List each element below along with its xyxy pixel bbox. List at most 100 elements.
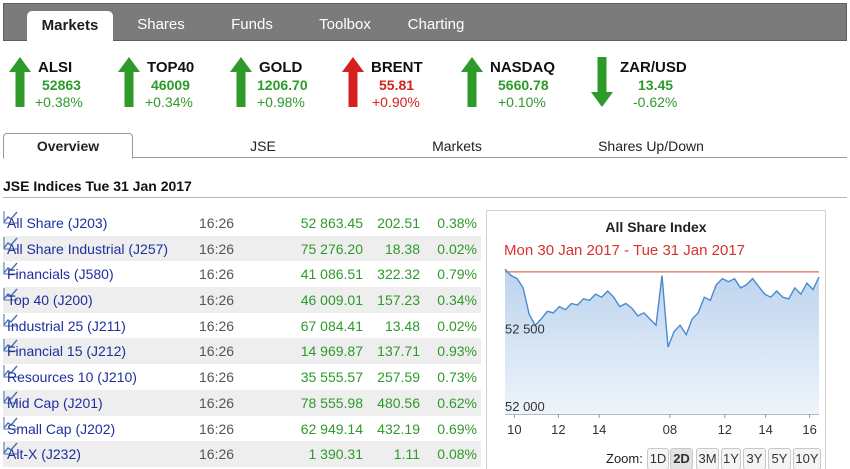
tab-jse[interactable]: JSE bbox=[250, 138, 276, 154]
ticker-change: +0.98% bbox=[257, 94, 305, 110]
index-percent: 0.79% bbox=[437, 266, 477, 283]
ticker-value: 1206.70 bbox=[257, 77, 308, 93]
index-name[interactable]: Financials (J580) bbox=[7, 266, 114, 283]
ticker-alsi[interactable]: ALSI 52863 +0.38% bbox=[8, 56, 118, 116]
arrow-up-icon bbox=[9, 57, 31, 107]
index-value: 35 555.57 bbox=[300, 369, 363, 386]
ticker-change: -0.62% bbox=[633, 94, 678, 110]
index-change: 137.71 bbox=[377, 343, 420, 360]
index-name[interactable]: Alt-X (J232) bbox=[7, 446, 81, 463]
index-name[interactable]: Mid Cap (J201) bbox=[7, 394, 103, 411]
index-value: 67 084.41 bbox=[300, 317, 363, 334]
y-tick-label: 52 000 bbox=[505, 399, 545, 414]
table-row[interactable]: Top 40 (J200) 16:26 46 009.01 157.23 0.34% bbox=[3, 287, 481, 313]
ticker-change: +0.38% bbox=[35, 94, 83, 110]
index-percent: 0.02% bbox=[437, 317, 477, 334]
chart-icon[interactable] bbox=[3, 441, 19, 455]
zoom-label: Zoom: bbox=[606, 451, 643, 466]
table-row[interactable]: Resources 10 (J210) 16:26 35 555.57 257.59 0… bbox=[3, 364, 481, 390]
index-change: 18.38 bbox=[384, 240, 420, 257]
ticker-gold[interactable]: GOLD 1206.70 +0.98% bbox=[229, 56, 339, 116]
x-tick-label: 14 bbox=[592, 422, 606, 437]
ticker-nasdaq[interactable]: NASDAQ 5660.78 +0.10% bbox=[460, 56, 570, 116]
index-value: 41 086.51 bbox=[300, 266, 363, 283]
chart-icon[interactable] bbox=[3, 416, 19, 430]
ticker-value: 13.45 bbox=[638, 77, 674, 93]
ticker-value: 52863 bbox=[42, 77, 81, 93]
index-time: 16:26 bbox=[199, 394, 235, 411]
nav-tab-funds[interactable]: Funds bbox=[231, 16, 273, 33]
ticker-name: NASDAQ bbox=[490, 59, 556, 76]
index-name[interactable]: Financial 15 (J212) bbox=[7, 343, 127, 360]
index-change: 1.11 bbox=[393, 446, 420, 463]
nav-tab-charting[interactable]: Charting bbox=[407, 16, 465, 33]
arrow-down-icon bbox=[591, 57, 613, 107]
table-row[interactable]: All Share Industrial (J257) 16:26 75 276.2… bbox=[3, 235, 481, 262]
index-name[interactable]: Small Cap (J202) bbox=[7, 420, 116, 437]
index-percent: 0.38% bbox=[437, 215, 477, 231]
index-percent: 0.08% bbox=[437, 446, 477, 463]
table-row[interactable]: Financial 15 (J212) 16:26 14 969.87 137.71 0… bbox=[3, 338, 481, 365]
arrow-up-icon bbox=[461, 57, 483, 107]
tab-shares-up-down[interactable]: Shares Up/Down bbox=[598, 138, 704, 154]
chart-icon[interactable] bbox=[3, 390, 19, 404]
index-name[interactable]: Top 40 (J200) bbox=[7, 292, 93, 309]
index-name[interactable]: Resources 10 (J210) bbox=[7, 369, 137, 386]
chart-icon[interactable] bbox=[3, 338, 19, 352]
nav-tab-markets[interactable]: Markets bbox=[27, 11, 113, 43]
chart-icon[interactable] bbox=[3, 261, 19, 275]
chart-icon[interactable] bbox=[3, 236, 19, 250]
index-name[interactable]: All Share Industrial (J257) bbox=[7, 240, 169, 257]
index-name[interactable]: Industrial 25 (J211) bbox=[7, 317, 126, 334]
zoom-button-3y[interactable]: 3Y bbox=[743, 448, 766, 469]
tab-markets[interactable]: Markets bbox=[432, 138, 482, 154]
chart-panel: All Share Index Mon 30 Jan 2017 - Tue 31… bbox=[486, 210, 826, 469]
index-time: 16:26 bbox=[199, 317, 235, 334]
ticker-zarusd[interactable]: ZAR/USD 13.45 -0.62% bbox=[590, 56, 700, 116]
zoom-button-1y[interactable]: 1Y bbox=[721, 448, 741, 469]
index-percent: 0.02% bbox=[437, 240, 477, 257]
zoom-button-2d[interactable]: 2D bbox=[670, 448, 693, 469]
ticker-brent[interactable]: BRENT 55.81 +0.90% bbox=[341, 56, 451, 116]
nav-tab-toolbox[interactable]: Toolbox bbox=[319, 16, 371, 33]
index-time: 16:26 bbox=[199, 446, 235, 463]
chart-icon[interactable] bbox=[3, 364, 19, 378]
index-value: 1 390.31 bbox=[308, 446, 364, 463]
table-row[interactable]: Industrial 25 (J211) 16:26 67 084.41 13.48 0… bbox=[3, 313, 481, 339]
ticker-value: 46009 bbox=[151, 77, 190, 93]
table-row[interactable]: All Share (J203) 16:26 52 863.45 202.51 0.38… bbox=[3, 210, 481, 236]
table-row[interactable]: Mid Cap (J201) 16:26 78 555.98 480.56 0.62% bbox=[3, 389, 481, 416]
all-share-index-chart[interactable]: 52 500 52 000 10 12 14 08 12 14 16 bbox=[487, 211, 825, 446]
index-time: 16:26 bbox=[199, 266, 235, 283]
index-change: 202.51 bbox=[377, 215, 420, 231]
ticker-top40[interactable]: TOP40 46009 +0.34% bbox=[117, 56, 227, 116]
series-area bbox=[505, 269, 819, 414]
ticker-change: +0.10% bbox=[498, 94, 546, 110]
y-tick-label: 52 500 bbox=[505, 321, 545, 336]
ticker-name: ALSI bbox=[38, 59, 73, 76]
zoom-button-1d[interactable]: 1D bbox=[647, 448, 669, 469]
tab-overview[interactable]: Overview bbox=[3, 133, 133, 159]
table-row[interactable]: Small Cap (J202) 16:26 62 949.14 432.19 0.69… bbox=[3, 416, 481, 442]
zoom-button-10y[interactable]: 10Y bbox=[793, 448, 821, 469]
index-time: 16:26 bbox=[199, 215, 235, 231]
series-line bbox=[504, 268, 820, 348]
ticker-name: ZAR/USD bbox=[620, 59, 687, 76]
index-time: 16:26 bbox=[199, 420, 235, 437]
zoom-button-5y[interactable]: 5Y bbox=[768, 448, 791, 469]
index-change: 480.56 bbox=[377, 394, 420, 411]
ticker-name: GOLD bbox=[259, 59, 303, 76]
table-row[interactable]: Alt-X (J232) 16:26 1 390.31 1.11 0.08% bbox=[3, 441, 481, 467]
table-row[interactable]: Financials (J580) 16:26 41 086.51 322.32 0.7… bbox=[3, 261, 481, 287]
index-change: 13.48 bbox=[384, 317, 420, 334]
chart-icon[interactable] bbox=[3, 287, 19, 301]
chart-icon[interactable] bbox=[3, 210, 19, 224]
index-value: 78 555.98 bbox=[300, 394, 363, 411]
zoom-button-3m[interactable]: 3M bbox=[696, 448, 719, 469]
chart-icon[interactable] bbox=[3, 313, 19, 327]
index-change: 157.23 bbox=[377, 292, 420, 309]
nav-tab-shares[interactable]: Shares bbox=[137, 16, 185, 33]
ticker-change: +0.34% bbox=[145, 94, 193, 110]
arrow-up-icon bbox=[342, 57, 364, 107]
index-name[interactable]: All Share (J203) bbox=[7, 215, 108, 231]
